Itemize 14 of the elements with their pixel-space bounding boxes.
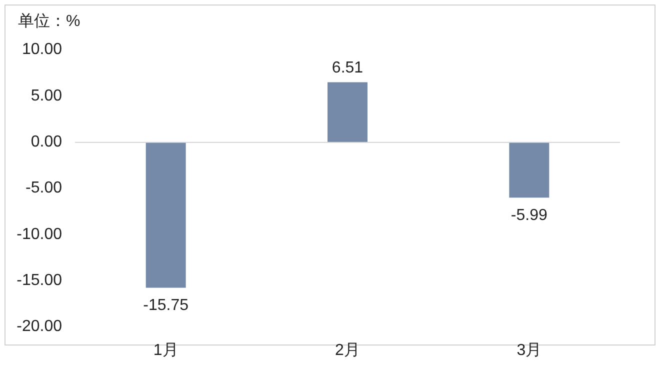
data-label: -15.75	[143, 296, 189, 314]
ytick: -15.00	[16, 272, 62, 290]
data-label: 6.51	[332, 59, 364, 76]
ytick: 0.00	[30, 134, 62, 151]
ytick: -20.00	[16, 318, 62, 336]
ytick: -5.00	[26, 180, 62, 197]
xtick: 2月	[335, 342, 360, 360]
data-label: -5.99	[510, 206, 548, 224]
xtick: 1月	[153, 342, 178, 360]
ytick: 5.00	[30, 87, 62, 104]
ytick: -10.00	[16, 226, 62, 243]
xtick: 3月	[516, 342, 542, 360]
ytick: 10.00	[22, 41, 62, 58]
ylabel: 单位：%	[18, 13, 80, 30]
